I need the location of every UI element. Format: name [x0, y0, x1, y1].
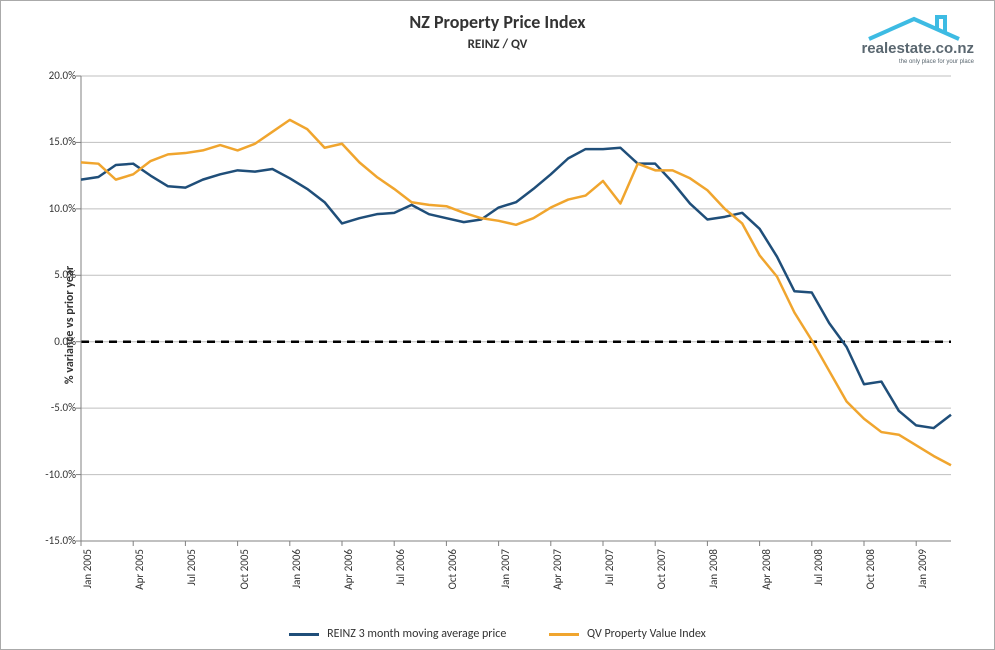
y-tick-label: 10.0%	[31, 202, 76, 215]
legend-label-qv: QV Property Value Index	[587, 627, 706, 641]
y-tick-label: 20.0%	[31, 69, 76, 82]
x-tick-label: Jan 2007	[499, 549, 512, 599]
x-tick-label: Jul 2008	[812, 549, 825, 599]
chart-title: NZ Property Price Index	[1, 11, 994, 33]
legend: REINZ 3 month moving average price QV Pr…	[1, 626, 994, 642]
x-tick-label: Apr 2006	[342, 549, 355, 599]
x-tick-label: Apr 2008	[760, 549, 773, 599]
y-tick-label: 5.0%	[31, 268, 76, 281]
x-tick-label: Jul 2005	[185, 549, 198, 599]
x-tick-label: Jan 2006	[290, 549, 303, 599]
logo-tagline: the only place for your place	[899, 59, 975, 65]
x-tick-label: Oct 2007	[655, 549, 668, 599]
x-tick-label: Oct 2008	[864, 549, 877, 599]
chart-subtitle: REINZ / QV	[1, 37, 994, 52]
logo-text: realestate.co.nz	[861, 40, 974, 57]
y-tick-label: -5.0%	[31, 401, 76, 414]
chart-container: NZ Property Price Index REINZ / QV reale…	[0, 0, 995, 650]
brand-logo: realestate.co.nz the only place for your…	[859, 11, 979, 61]
y-tick-label: 0.0%	[31, 335, 76, 348]
x-tick-label: Jul 2006	[394, 549, 407, 599]
y-axis-label: % variance vs prior year	[63, 266, 77, 384]
x-tick-label: Jan 2008	[707, 549, 720, 599]
legend-item-qv: QV Property Value Index	[549, 627, 706, 641]
x-tick-label: Oct 2005	[238, 549, 251, 599]
y-tick-label: 15.0%	[31, 135, 76, 148]
series-line	[81, 120, 951, 465]
x-tick-label: Jan 2005	[81, 549, 94, 599]
y-tick-label: -10.0%	[31, 468, 76, 481]
series-line	[81, 148, 951, 428]
x-tick-label: Apr 2005	[133, 549, 146, 599]
x-tick-label: Jul 2007	[603, 549, 616, 599]
legend-label-reinz: REINZ 3 month moving average price	[327, 627, 506, 641]
legend-item-reinz: REINZ 3 month moving average price	[289, 627, 506, 641]
legend-swatch-reinz	[289, 633, 319, 636]
x-tick-label: Apr 2007	[551, 549, 564, 599]
legend-swatch-qv	[549, 633, 579, 636]
plot-area	[81, 76, 951, 541]
y-tick-label: -15.0%	[31, 534, 76, 547]
x-tick-label: Oct 2006	[446, 549, 459, 599]
x-tick-label: Jan 2009	[916, 549, 929, 599]
